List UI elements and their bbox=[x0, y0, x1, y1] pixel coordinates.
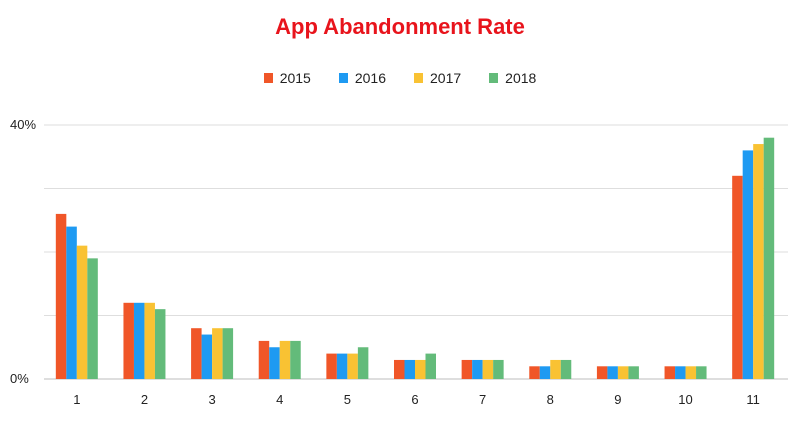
x-tick-label: 1 bbox=[73, 392, 80, 407]
bar-2017-2 bbox=[144, 302, 155, 379]
bar-2015-3 bbox=[191, 328, 202, 379]
x-tick-label: 3 bbox=[208, 392, 215, 407]
bar-2018-7 bbox=[493, 359, 504, 379]
x-tick-label: 7 bbox=[479, 392, 486, 407]
legend-label: 2018 bbox=[505, 70, 537, 86]
bar-2016-8 bbox=[539, 366, 551, 379]
x-tick-label: 4 bbox=[276, 392, 283, 407]
bar-2017-8 bbox=[550, 359, 561, 379]
bar-2015-9 bbox=[596, 366, 608, 379]
bar-2018-11 bbox=[763, 137, 775, 379]
x-tick-label: 11 bbox=[746, 392, 760, 407]
legend-swatch bbox=[263, 73, 273, 83]
x-tick-label: 5 bbox=[344, 392, 351, 407]
bar-2017-10 bbox=[685, 366, 697, 379]
bar-2015-7 bbox=[461, 359, 473, 379]
bar-2016-9 bbox=[607, 366, 618, 379]
legend-item-2018: 2018 bbox=[489, 70, 536, 86]
bar-2016-5 bbox=[336, 353, 348, 379]
legend-label: 2015 bbox=[279, 70, 311, 86]
bar-2016-4 bbox=[269, 347, 280, 379]
bar-2017-3 bbox=[212, 328, 223, 379]
bar-2017-6 bbox=[415, 359, 426, 379]
legend-item-2015: 2015 bbox=[263, 70, 311, 86]
bar-2016-6 bbox=[404, 359, 415, 379]
bar-2018-10 bbox=[696, 366, 707, 379]
bar-2016-2 bbox=[133, 302, 145, 379]
y-tick-label: 40% bbox=[10, 117, 36, 132]
bar-2017-4 bbox=[279, 340, 291, 379]
x-tick-label: 6 bbox=[411, 392, 418, 407]
bar-2018-4 bbox=[290, 340, 301, 379]
x-tick-label: 2 bbox=[141, 392, 148, 407]
legend-swatch bbox=[489, 73, 499, 83]
bar-2015-8 bbox=[529, 366, 540, 379]
bar-2015-1 bbox=[55, 213, 67, 379]
bar-2016-3 bbox=[201, 334, 213, 379]
chart-title: App Abandonment Rate bbox=[275, 14, 525, 39]
bar-2017-5 bbox=[347, 353, 358, 379]
chart-legend: 2015 2016 2017 2018 bbox=[0, 70, 800, 86]
bar-2015-6 bbox=[394, 359, 405, 379]
bar-2018-9 bbox=[628, 366, 639, 379]
legend-item-2016: 2016 bbox=[338, 70, 386, 86]
x-tick-label: 9 bbox=[614, 392, 621, 407]
bar-2017-1 bbox=[76, 245, 88, 379]
bar-2015-4 bbox=[258, 340, 270, 379]
bar-2017-9 bbox=[617, 366, 629, 379]
bar-2018-8 bbox=[560, 359, 572, 379]
legend-label: 2017 bbox=[430, 70, 462, 86]
bar-2015-11 bbox=[732, 175, 743, 379]
bar-2016-1 bbox=[66, 226, 77, 379]
legend-label: 2016 bbox=[354, 70, 386, 86]
legend-swatch bbox=[414, 73, 423, 83]
bar-2015-5 bbox=[326, 353, 337, 379]
bar-2018-6 bbox=[425, 353, 436, 379]
bar-2018-3 bbox=[222, 328, 234, 379]
bar-2018-1 bbox=[87, 258, 98, 379]
bar-2015-10 bbox=[664, 366, 676, 379]
x-tick-label: 8 bbox=[547, 392, 554, 407]
bar-2018-2 bbox=[154, 309, 166, 379]
legend-item-2017: 2017 bbox=[414, 70, 461, 86]
x-tick-label: 10 bbox=[678, 392, 692, 407]
bar-2017-7 bbox=[482, 359, 494, 379]
bar-2016-7 bbox=[472, 359, 483, 379]
bar-2017-11 bbox=[753, 144, 764, 379]
y-tick-label: 0% bbox=[10, 371, 29, 386]
legend-swatch bbox=[338, 73, 348, 83]
bar-2015-2 bbox=[123, 302, 134, 379]
bar-2016-10 bbox=[675, 366, 686, 379]
bar-2016-11 bbox=[742, 150, 754, 379]
bar-2018-5 bbox=[357, 347, 369, 379]
